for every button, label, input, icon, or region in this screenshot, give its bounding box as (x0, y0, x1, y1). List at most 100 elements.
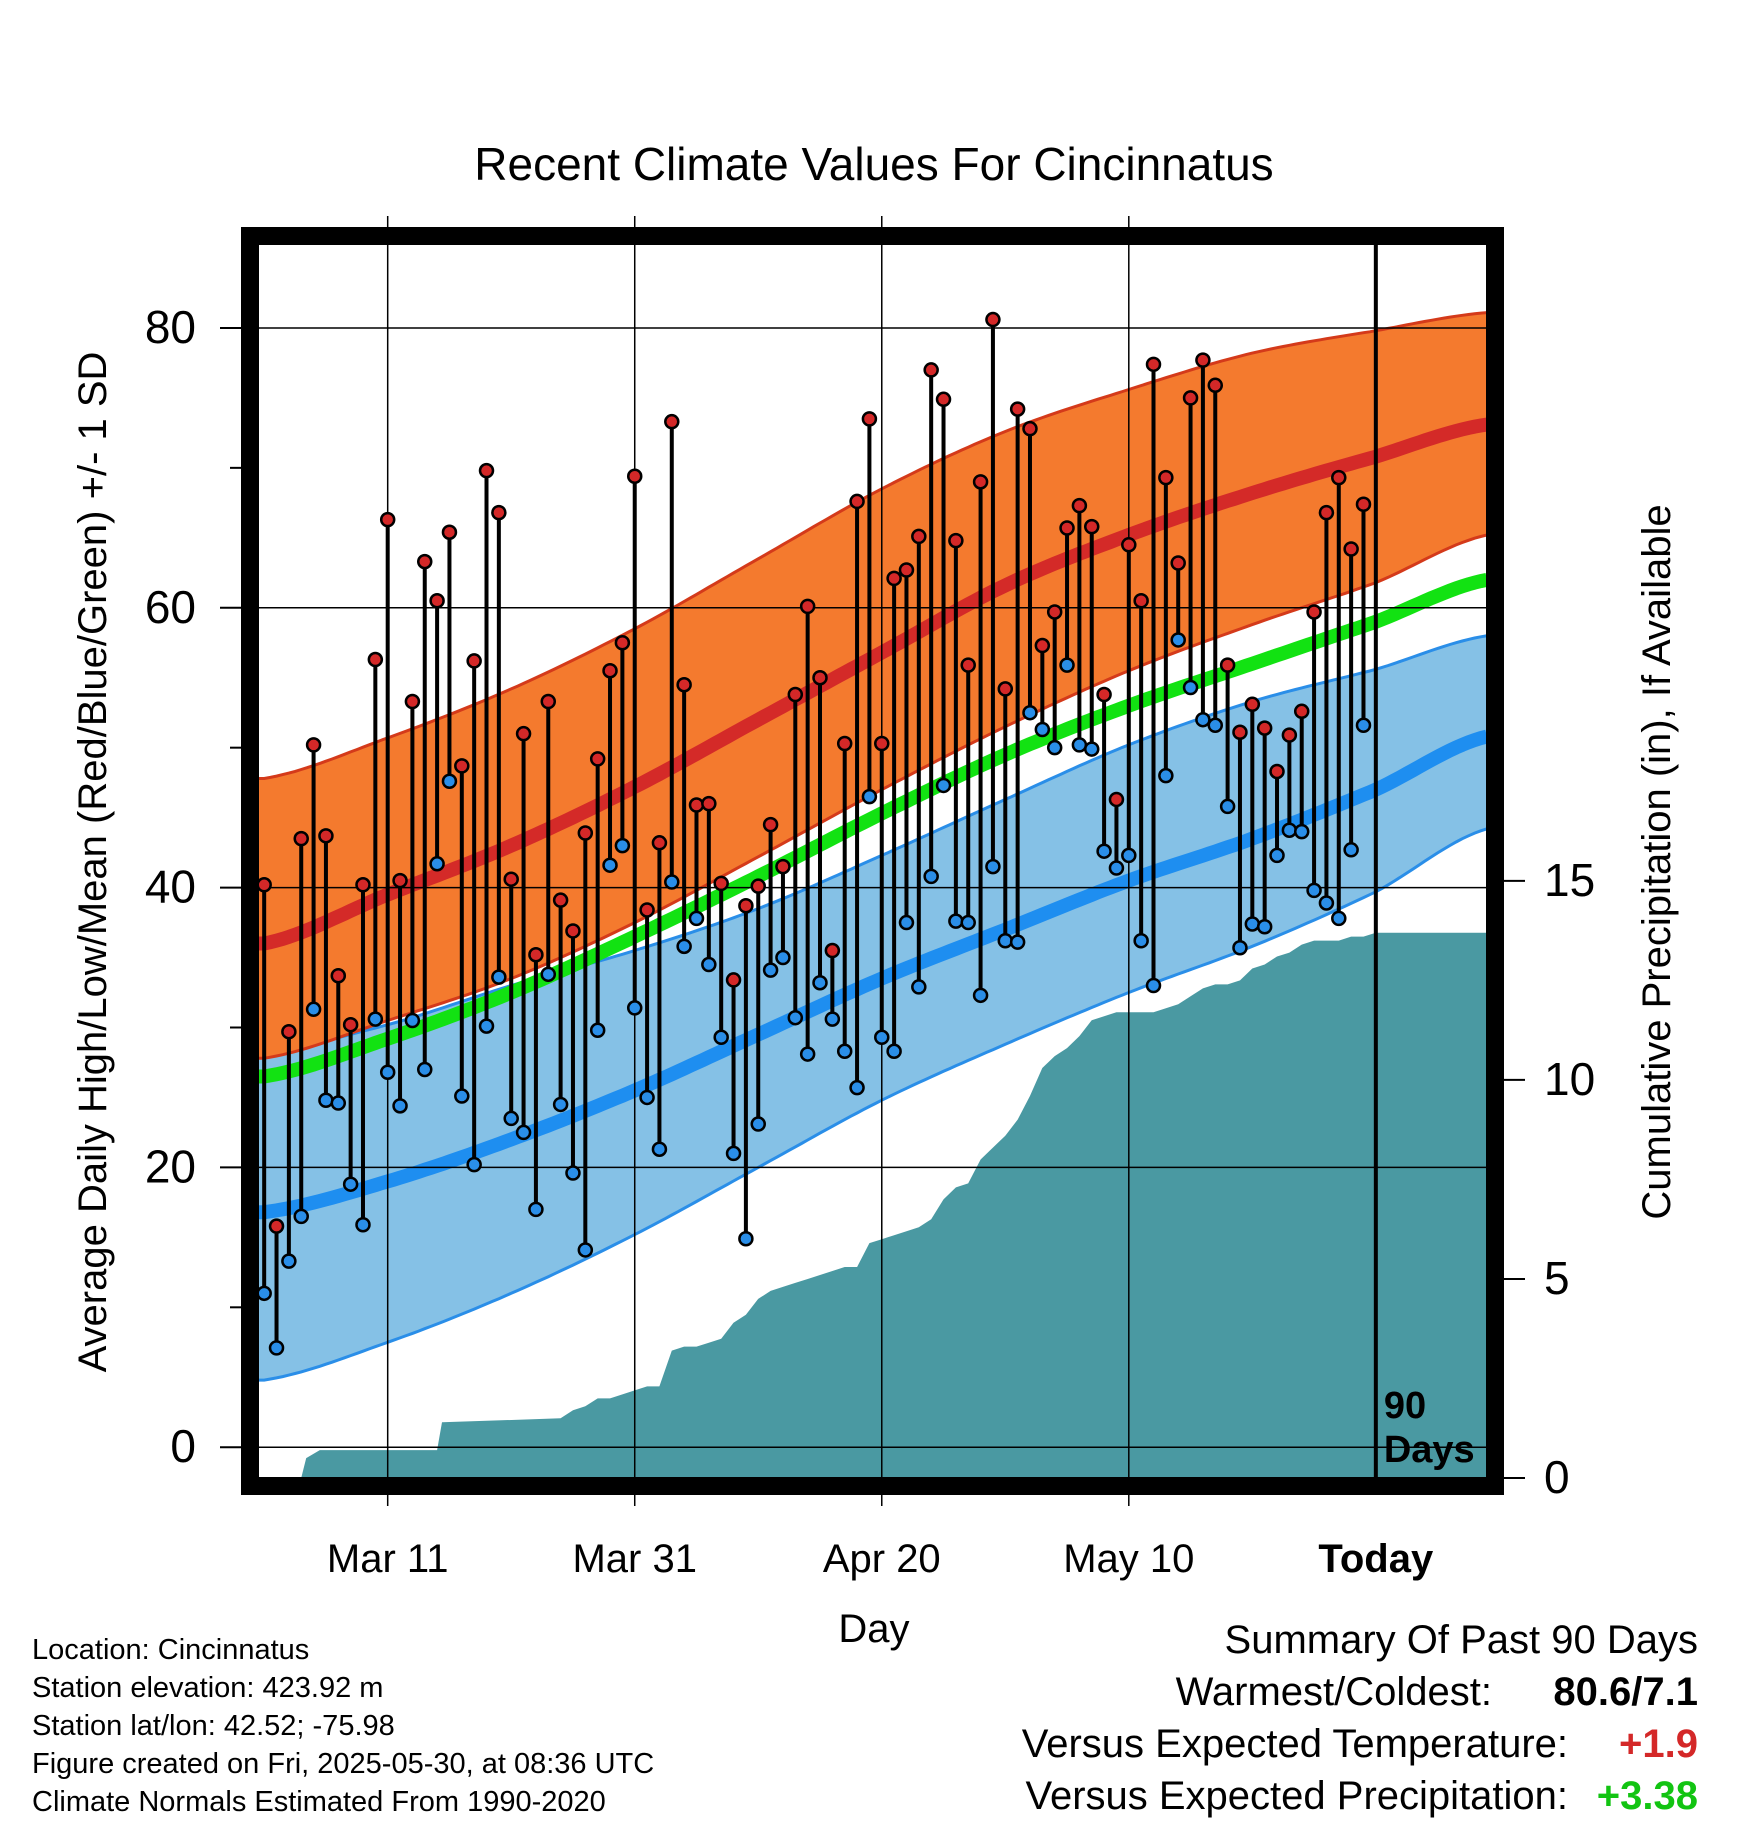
low-point (1022, 704, 1038, 721)
high-point (836, 735, 853, 752)
low-point (491, 969, 507, 985)
warm-cold-label: Warmest/Coldest: (1175, 1670, 1492, 1714)
low-point (701, 956, 717, 973)
low-point (997, 932, 1014, 949)
low-point (478, 1018, 495, 1034)
high-point (330, 967, 347, 984)
low-point (1170, 632, 1186, 648)
low-point (1071, 737, 1088, 753)
temp-value: +1.9 (1619, 1722, 1698, 1766)
x-tick-label: Apr 20 (823, 1537, 941, 1581)
low-point (1219, 798, 1236, 815)
high-point (258, 877, 272, 893)
low-point (540, 966, 557, 983)
high-point (503, 871, 519, 887)
y-tick-label-left: 80 (145, 301, 196, 353)
high-point (441, 524, 458, 540)
low-point (799, 1046, 816, 1062)
high-point (997, 681, 1014, 697)
high-point (355, 877, 371, 893)
high-point (972, 474, 989, 490)
low-point (515, 1124, 532, 1141)
low-point (1244, 916, 1261, 932)
low-point (577, 1242, 594, 1258)
low-point (738, 1231, 754, 1247)
high-point (454, 758, 470, 774)
high-point (404, 693, 421, 710)
temp-label: Versus Expected Temperature: (1021, 1722, 1568, 1766)
low-point (676, 938, 692, 955)
low-point (1096, 843, 1112, 859)
low-point (1009, 934, 1026, 950)
high-point (1158, 469, 1174, 486)
low-point (923, 868, 939, 885)
high-point (787, 686, 804, 703)
low-point (268, 1340, 285, 1356)
low-point (1293, 823, 1310, 840)
y-tick-label-left: 40 (145, 861, 196, 913)
high-point (281, 1023, 297, 1040)
high-point (342, 1016, 359, 1033)
high-point (799, 598, 816, 615)
high-point (1207, 377, 1224, 394)
high-point (651, 835, 668, 851)
precip-area (264, 932, 1487, 1478)
low-point (454, 1088, 470, 1104)
low-point (258, 1285, 272, 1302)
low-point (392, 1098, 408, 1114)
low-point (466, 1156, 482, 1173)
high-point (861, 411, 878, 427)
low-point (1083, 741, 1100, 757)
high-point (491, 504, 507, 521)
x-axis-label: Day (838, 1607, 909, 1651)
plot-frame (241, 227, 1504, 1495)
high-point (540, 693, 557, 710)
info-normals: Climate Normals Estimated From 1990-2020 (32, 1786, 606, 1818)
low-point (1121, 847, 1137, 864)
high-point (935, 391, 952, 408)
x-tick-label: May 10 (1063, 1537, 1194, 1581)
high-point (960, 657, 976, 673)
info-location: Location: Cincinnatus (32, 1634, 310, 1666)
high-point (1046, 604, 1063, 620)
precip-label: Versus Expected Precipitation: (1025, 1774, 1568, 1818)
low-point (1269, 847, 1285, 864)
high-point (639, 902, 655, 918)
high-point (626, 468, 643, 484)
low-point (1195, 711, 1211, 728)
low-point (1182, 679, 1199, 696)
high-point (725, 972, 742, 988)
high-point (676, 676, 692, 693)
plot-area (258, 311, 1487, 1478)
high-point (367, 651, 384, 668)
high-point (1355, 496, 1372, 512)
high-point (1096, 686, 1112, 703)
low-point (886, 1043, 902, 1060)
high-sd-upper-line (258, 311, 1487, 780)
y-tick-label-right: 15 (1544, 854, 1595, 906)
today-days-label: 90 (1384, 1385, 1426, 1427)
high-point (985, 311, 1001, 328)
low-point (1034, 721, 1051, 738)
low-point (367, 1011, 384, 1027)
low-point (651, 1141, 668, 1157)
high-point (1182, 390, 1199, 406)
low-point (713, 1029, 729, 1046)
high-point (713, 875, 729, 892)
high-point (565, 923, 581, 939)
x-tick-label: Mar 31 (572, 1537, 697, 1581)
low-point (404, 1012, 421, 1029)
high-point (1293, 703, 1310, 720)
low-point (960, 914, 976, 931)
low-point (824, 1011, 841, 1027)
summary-title: Summary Of Past 90 Days (1224, 1618, 1698, 1662)
high-point (1219, 657, 1236, 673)
high-point (1195, 352, 1211, 368)
low-point (898, 914, 915, 931)
high-point (898, 562, 915, 578)
low-point (1133, 932, 1149, 949)
high-point (478, 462, 495, 479)
high-point (1009, 401, 1026, 417)
low-point (305, 1001, 322, 1018)
